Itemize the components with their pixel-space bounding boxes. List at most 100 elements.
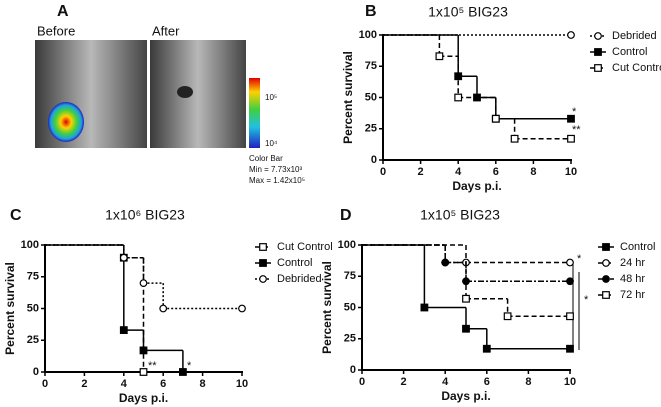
y-axis-label: Percent survival — [320, 261, 334, 354]
y-tick-label: 0 — [371, 154, 377, 166]
y-tick-label: 25 — [365, 123, 377, 135]
marker — [482, 344, 491, 353]
y-tick-label: 50 — [27, 302, 39, 314]
x-tick-label: 4 — [455, 166, 462, 178]
x-tick-label: 4 — [442, 376, 449, 388]
x-tick-label: 2 — [81, 378, 87, 390]
chart-title: 1x10⁶ BIG23 — [105, 207, 185, 223]
marker — [491, 114, 500, 123]
marker — [462, 294, 470, 303]
y-tick-label: 50 — [365, 91, 377, 103]
panel-letter: B — [365, 3, 377, 20]
y-tick-label: 75 — [365, 60, 377, 72]
legend-marker — [594, 32, 602, 40]
marker — [435, 52, 444, 61]
y-tick-label: 0 — [33, 366, 39, 378]
legend-label: Control — [612, 46, 647, 58]
marker — [139, 368, 148, 376]
signal-blob — [48, 102, 84, 142]
colorbar — [249, 78, 260, 148]
y-axis-label: Percent survival — [341, 51, 355, 144]
legend-label: Cut Control — [612, 62, 661, 74]
legend-marker — [259, 275, 267, 283]
annotation: ** — [572, 124, 581, 136]
marker — [119, 326, 128, 334]
chart-title: 1x10⁵ BIG23 — [428, 4, 508, 20]
marker — [139, 346, 148, 355]
y-tick-label: 25 — [344, 333, 356, 345]
x-tick-label: 6 — [484, 376, 490, 388]
wound — [177, 86, 193, 98]
x-tick-label: 6 — [160, 378, 166, 390]
legend-marker — [594, 48, 602, 56]
marker — [159, 304, 168, 313]
x-tick-label: 8 — [525, 376, 531, 388]
label-after: After — [152, 23, 180, 38]
legend-label: 72 hr — [620, 289, 645, 301]
legend-label: Debrided — [612, 30, 657, 42]
y-tick-label: 100 — [359, 29, 377, 41]
x-tick-label: 0 — [380, 166, 386, 178]
x-tick-label: 10 — [564, 376, 576, 388]
legend-marker — [259, 243, 267, 251]
legend-marker — [594, 64, 602, 72]
marker — [119, 253, 128, 262]
marker — [139, 279, 148, 288]
chart-title: 1x10⁵ BIG23 — [420, 207, 500, 223]
y-tick-label: 75 — [344, 270, 356, 282]
legend-label: Debrided — [277, 273, 322, 285]
colorbar-max-text: Max = 1.42x10⁵ — [249, 176, 305, 185]
legend-label: 24 hr — [620, 257, 645, 269]
legend-label: Cut Control — [277, 241, 333, 253]
marker — [567, 114, 575, 123]
y-axis-label: Percent survival — [3, 262, 17, 355]
x-axis-label: Days p.i. — [441, 389, 490, 403]
x-tick-label: 0 — [42, 378, 48, 390]
y-tick-label: 75 — [27, 271, 39, 283]
legend-label: 48 hr — [620, 273, 645, 285]
x-tick-label: 6 — [493, 166, 499, 178]
x-tick-label: 8 — [530, 166, 536, 178]
marker — [454, 93, 463, 102]
panel-letter: A — [57, 3, 69, 20]
x-tick-label: 2 — [418, 166, 424, 178]
colorbar-title: Color Bar — [249, 154, 283, 163]
marker — [238, 304, 246, 313]
panel-letter: D — [340, 207, 352, 224]
legend-marker — [602, 259, 610, 267]
marker — [420, 303, 429, 312]
y-tick-label: 100 — [338, 239, 356, 251]
marker — [179, 368, 187, 376]
annotation: * — [187, 360, 192, 372]
marker — [566, 258, 574, 267]
legend-label: Control — [277, 257, 312, 269]
x-tick-label: 10 — [565, 166, 577, 178]
marker — [567, 31, 575, 39]
x-axis-label: Days p.i. — [452, 179, 501, 193]
y-tick-label: 100 — [21, 239, 39, 251]
y-tick-label: 0 — [350, 364, 356, 376]
x-tick-label: 10 — [236, 378, 248, 390]
annotation: * — [572, 106, 577, 118]
x-axis-label: Days p.i. — [119, 391, 168, 405]
colorbar-min-text: Min = 7.73x10³ — [249, 165, 302, 174]
marker — [566, 277, 574, 286]
label-before: Before — [37, 23, 75, 38]
panel-letter: C — [10, 207, 22, 224]
marker — [567, 134, 575, 143]
annotation: * — [577, 253, 582, 265]
annotation: * — [584, 294, 589, 306]
marker — [441, 258, 450, 267]
marker — [510, 134, 519, 143]
y-tick-label: 50 — [344, 301, 356, 313]
x-tick-label: 0 — [359, 376, 365, 388]
legend-marker — [602, 243, 610, 251]
marker — [462, 324, 470, 333]
marker — [566, 312, 574, 321]
x-tick-label: 2 — [401, 376, 407, 388]
image-after — [150, 40, 246, 148]
colorbar-max: 10⁵ — [265, 93, 277, 102]
x-tick-label: 4 — [121, 378, 128, 390]
colorbar-min: 10⁴ — [265, 139, 278, 148]
